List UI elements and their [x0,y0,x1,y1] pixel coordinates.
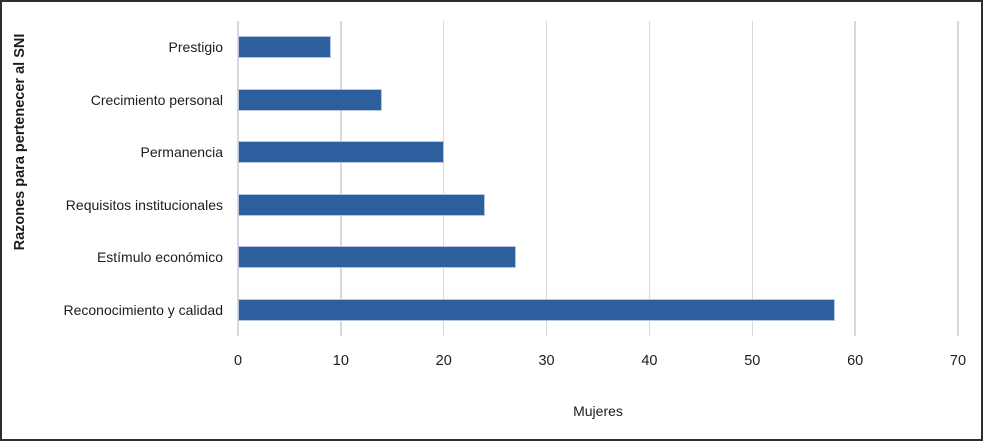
category-label: Reconocimiento y calidad [63,301,223,318]
x-tick-label: 70 [949,353,967,369]
category-label: Prestigio [168,39,223,56]
x-axis-ticks: 0 10 20 30 40 50 60 70 [234,353,966,373]
gridline [237,21,239,336]
bar [238,36,331,59]
x-tick-label: 40 [641,353,658,369]
bar [238,298,835,321]
x-tick-label: 20 [435,353,452,369]
gridline [854,21,856,336]
gridline [751,21,754,336]
gridline [648,21,651,336]
gridline [545,21,548,336]
gridline [340,21,342,336]
x-tick-label: 30 [538,353,555,369]
bar [238,246,516,269]
category-label: Requisitos institucionales [65,196,223,213]
x-axis-title: Mujeres [573,403,623,419]
bar [238,141,444,164]
category-label: Permanencia [140,144,224,161]
x-tick-label: 60 [847,353,864,369]
category-axis: Prestigio Crecimiento personal Permanencia… [2,21,223,336]
category-label: Estímulo económico [96,249,223,266]
bar [238,88,382,111]
gridline [957,21,959,336]
bar [238,193,485,216]
gridline [442,21,445,336]
x-tick-label: 10 [332,353,349,369]
category-label: Crecimiento personal [90,91,223,108]
x-tick-label: 50 [744,353,761,369]
x-tick-label: 0 [233,353,243,369]
plot-area [237,21,959,336]
